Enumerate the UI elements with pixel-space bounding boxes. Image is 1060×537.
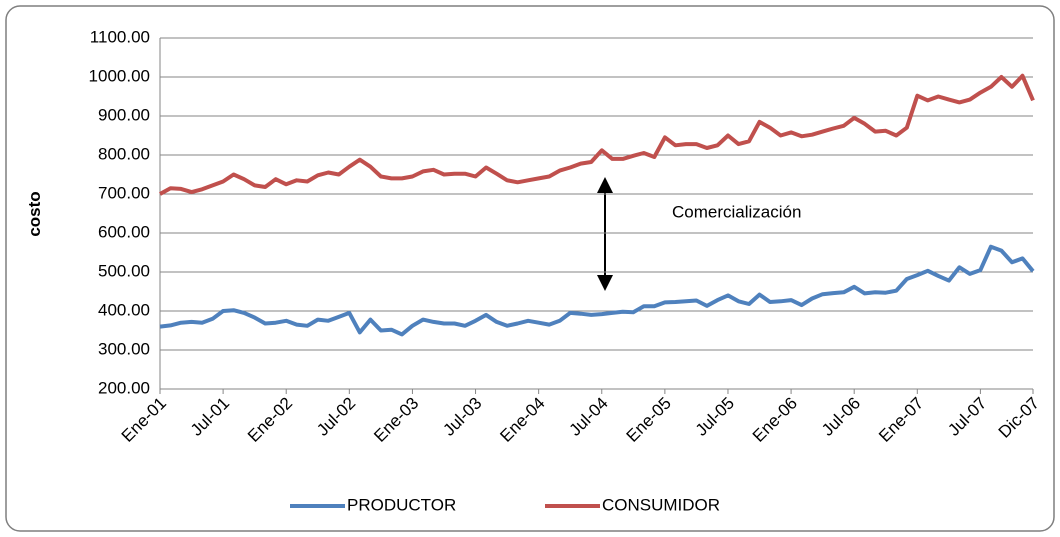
- legend-label: CONSUMIDOR: [602, 495, 720, 514]
- annotation: Comercialización: [672, 202, 801, 221]
- y-tick-label: 700.00: [98, 183, 150, 202]
- y-tick-label: 1100.00: [90, 27, 150, 46]
- y-tick-label: 200.00: [98, 378, 150, 397]
- y-axis-label: costo: [25, 191, 44, 236]
- y-tick-label: 800.00: [98, 144, 150, 163]
- y-tick-label: 500.00: [98, 261, 150, 280]
- y-tick-label: 600.00: [98, 222, 150, 241]
- legend-label: PRODUCTOR: [347, 495, 456, 514]
- series-line: [159, 73, 1035, 196]
- y-tick-label: 400.00: [98, 300, 150, 319]
- chart-frame: [5, 5, 1055, 532]
- series-line: [159, 244, 1035, 337]
- y-tick-label: 900.00: [98, 105, 150, 124]
- y-tick-label: 300.00: [98, 339, 150, 358]
- y-tick-label: 1000.00: [89, 66, 150, 85]
